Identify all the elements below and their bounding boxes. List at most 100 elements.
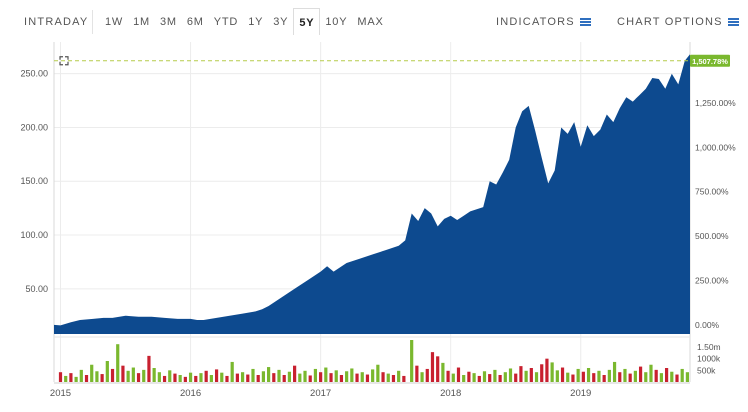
volume-bar [58, 372, 63, 382]
volume-bar [272, 373, 276, 382]
volume-bar [178, 375, 182, 382]
volume-bar [514, 373, 518, 382]
volume-bar [240, 372, 245, 382]
range-button-max[interactable]: MAX [357, 16, 384, 28]
volume-bar [488, 374, 492, 382]
volume-bar [560, 367, 565, 382]
volume-bar [675, 374, 679, 382]
y2-tick-label: 750.00% [695, 187, 729, 197]
volume-bar [644, 372, 648, 382]
volume-bar [456, 367, 461, 382]
volume-bar [654, 369, 658, 382]
volume-bar [365, 374, 370, 382]
range-button-10y[interactable]: 10Y [325, 16, 348, 28]
volume-bar [534, 372, 539, 382]
volume-bar [633, 370, 637, 382]
range-button-5y[interactable]: 5Y [293, 8, 321, 35]
volume-bar [597, 370, 601, 382]
volume-bar [680, 368, 684, 382]
volume-bar [116, 344, 120, 382]
volume-bar [126, 370, 130, 382]
volume-bar [472, 373, 476, 382]
volume-bar [287, 371, 292, 382]
volume-bar [90, 364, 94, 382]
volume-bar [69, 373, 73, 382]
volume-bar [246, 374, 250, 382]
volume-bar [95, 371, 99, 382]
volume-bar [339, 375, 344, 382]
volume-bar [147, 355, 151, 382]
range-selector: 1W 1M 3M 6M YTD 1Y 3Y 5Y 10Y MAX [100, 8, 389, 35]
volume-bar [467, 371, 471, 382]
volume-bar [105, 361, 109, 382]
range-button-ytd[interactable]: YTD [213, 16, 239, 28]
menu-icon [579, 18, 591, 26]
volume-bar [592, 373, 596, 382]
volume-bar [131, 367, 135, 382]
volume-bar [152, 368, 156, 382]
volume-bar [214, 369, 219, 382]
volume-bar [355, 373, 359, 382]
x-tick-label: 2018 [440, 388, 461, 399]
expand-icon[interactable] [59, 56, 69, 66]
price-axis: 250.00 200.00 150.00 100.00 50.00 [20, 69, 48, 294]
volume-bars [58, 340, 689, 382]
volume-bar [540, 364, 544, 382]
volume-bar [618, 372, 622, 382]
volume-bar [623, 368, 627, 382]
volume-bar [308, 375, 312, 382]
volume-bar [498, 375, 502, 382]
volume-tick-label: 1.50m [697, 342, 721, 352]
volume-bar [571, 374, 575, 382]
volume-bar [420, 372, 424, 382]
range-button-3m[interactable]: 3M [160, 16, 177, 28]
x-tick-label: 2016 [180, 388, 201, 399]
range-button-3y[interactable]: 3Y [273, 16, 289, 28]
volume-bar [649, 364, 653, 382]
y2-tick-label: 0.00% [695, 320, 720, 330]
badge-background [690, 54, 730, 67]
volume-bar [664, 368, 669, 382]
volume-bar [376, 364, 380, 382]
volume-bar [74, 376, 78, 382]
x-tick-label: 2017 [310, 388, 331, 399]
indicators-button[interactable]: INDICATORS [496, 16, 591, 28]
volume-bar [84, 375, 89, 382]
volume-bar [345, 371, 349, 382]
volume-bar [251, 368, 255, 382]
price-area [54, 54, 690, 335]
range-button-6m[interactable]: 6M [186, 16, 204, 28]
volume-bar [267, 367, 271, 382]
expand-corner [59, 61, 63, 66]
volume-bar [555, 370, 559, 382]
chart-options-button[interactable]: CHART OPTIONS [617, 16, 739, 28]
range-button-1m[interactable]: 1M [133, 16, 150, 28]
volume-bar [402, 375, 406, 382]
y-tick-label: 50.00 [25, 284, 48, 294]
volume-bar [482, 371, 487, 382]
toolbar-divider [92, 10, 93, 34]
volume-bar [261, 371, 265, 382]
volume-bar [188, 372, 193, 382]
volume-bar [477, 375, 481, 382]
volume-bar [602, 375, 606, 382]
expand-corner [65, 61, 69, 66]
chart-options-label: CHART OPTIONS [617, 16, 723, 28]
volume-bar [508, 368, 513, 382]
volume-bar [386, 373, 390, 382]
y-tick-label: 100.00 [20, 230, 48, 240]
volume-bar [168, 370, 172, 382]
volume-bar [256, 375, 260, 382]
volume-bar [685, 372, 689, 382]
volume-bar [64, 375, 68, 382]
percent-badge: 1,507.78% [690, 54, 730, 67]
volume-bar [576, 368, 580, 382]
volume-bar [350, 368, 354, 382]
range-button-1w[interactable]: 1W [105, 16, 124, 28]
volume-bar [607, 369, 611, 382]
intraday-button[interactable]: INTRADAY [24, 16, 89, 28]
range-button-1y[interactable]: 1Y [248, 16, 264, 28]
volume-bar [586, 368, 591, 382]
